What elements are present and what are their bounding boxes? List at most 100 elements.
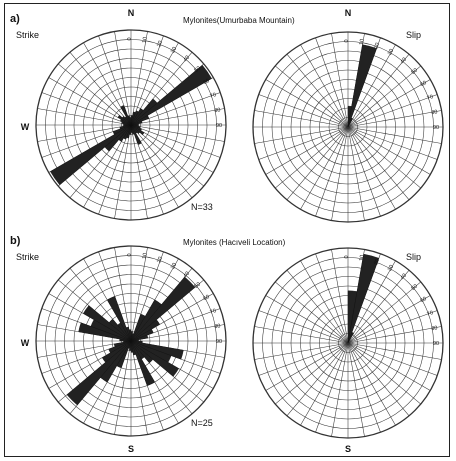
grid-spoke (286, 126, 349, 200)
petal-strike-7 (130, 120, 143, 126)
grid-spoke (114, 340, 132, 435)
grid-spoke (347, 281, 421, 344)
grid-spoke (265, 126, 349, 175)
petal-strike-31 (108, 318, 132, 342)
tick-label: 40 (400, 273, 409, 282)
grid-spoke (347, 126, 431, 175)
grid-spoke (347, 260, 396, 344)
grid-spoke (347, 342, 421, 405)
petal-strike-24 (108, 340, 132, 354)
petal-strike-35 (129, 117, 132, 126)
grid-spoke (254, 126, 349, 144)
grid-spoke (331, 33, 349, 128)
grid-spoke (286, 342, 349, 416)
grid-spoke (114, 31, 132, 126)
grid-spoke (265, 79, 349, 128)
grid-spoke (347, 126, 381, 217)
tick-label: 10 (359, 255, 366, 262)
tick-label: 50 (410, 283, 419, 292)
grid-spoke (347, 94, 438, 128)
petal-strike-5 (130, 319, 161, 342)
grid-spoke (258, 94, 349, 128)
grid-spoke (265, 295, 349, 344)
grid-spoke (300, 44, 349, 128)
grid-spoke (347, 126, 396, 210)
tick-label: 50 (410, 67, 419, 76)
tick-label: 20 (373, 42, 381, 50)
grid-spoke (130, 31, 148, 126)
grid-spoke (275, 126, 349, 189)
grid-spoke (347, 79, 431, 128)
grid-spoke (130, 124, 214, 173)
grid-spoke (300, 260, 349, 344)
tick-label: 80 (214, 107, 221, 114)
tick-label: 80 (431, 325, 438, 332)
petal-strike-30 (117, 114, 132, 126)
tick-label: 10 (142, 253, 149, 260)
grid-spoke (286, 270, 349, 344)
grid-spoke (130, 124, 148, 219)
tick-label: 30 (170, 46, 178, 54)
grid-spoke (315, 253, 349, 344)
petal-strike-25 (113, 340, 132, 348)
grid-spoke (347, 342, 442, 360)
grid-spoke (331, 342, 349, 437)
grid-spoke (347, 126, 438, 160)
tick-label: 50 (193, 281, 202, 290)
petal-slip-2 (347, 117, 354, 128)
tick-label: 20 (156, 40, 164, 48)
panel-subtitle: Mylonites (Hacıveli Location) (183, 238, 286, 247)
petal-strike-28 (78, 322, 132, 342)
grid-spoke (254, 110, 349, 128)
tick-label: 90 (216, 339, 222, 345)
grid-spoke (69, 52, 132, 126)
tick-label: 50 (193, 65, 202, 74)
petal-strike-7 (130, 334, 149, 342)
grid-spoke (347, 65, 421, 128)
grid-spoke (130, 108, 225, 126)
grid-spoke (347, 126, 365, 221)
tick-label: 90 (216, 123, 222, 129)
grid-spoke (347, 326, 442, 344)
grid-spoke (347, 342, 381, 433)
panel-label: b) (10, 235, 21, 247)
grid-spoke (347, 44, 396, 128)
tick-label: 0 (127, 253, 133, 256)
grid-spoke (300, 342, 349, 426)
petal-strike-25 (119, 124, 132, 130)
tick-label: 90 (433, 125, 439, 131)
tick-label: 60 (203, 78, 211, 86)
grid-spoke (265, 342, 349, 391)
tick-label: 70 (209, 308, 217, 316)
petal-strike-15 (130, 124, 142, 145)
tick-label: 20 (156, 256, 164, 264)
grid-spoke (130, 35, 164, 126)
grid-spoke (347, 310, 438, 344)
grid-spoke (114, 247, 132, 342)
grid-spoke (347, 126, 442, 144)
grid-spoke (37, 108, 132, 126)
petal-strike-12 (130, 340, 179, 377)
tick-label: 0 (344, 39, 350, 42)
grid-spoke (275, 281, 349, 344)
grid-spoke (300, 126, 349, 210)
petal-strike-5 (130, 64, 212, 126)
grid-spoke (315, 37, 349, 128)
grid-spoke (258, 126, 349, 160)
figure-border (4, 3, 450, 457)
tick-label: 80 (214, 323, 221, 330)
petal-strike-13 (130, 340, 154, 364)
grid-spoke (347, 342, 431, 391)
tick-label: 80 (431, 109, 438, 116)
petal-strike-23 (101, 340, 132, 363)
compass-south: S (345, 444, 351, 454)
petal-strike-12 (130, 124, 145, 136)
petal-strike-15 (130, 340, 156, 386)
grid-spoke (130, 124, 204, 187)
grid-spoke (130, 247, 148, 342)
petal-strike-13 (130, 124, 141, 135)
tick-label: 40 (183, 55, 192, 64)
grid-spoke (347, 342, 438, 376)
